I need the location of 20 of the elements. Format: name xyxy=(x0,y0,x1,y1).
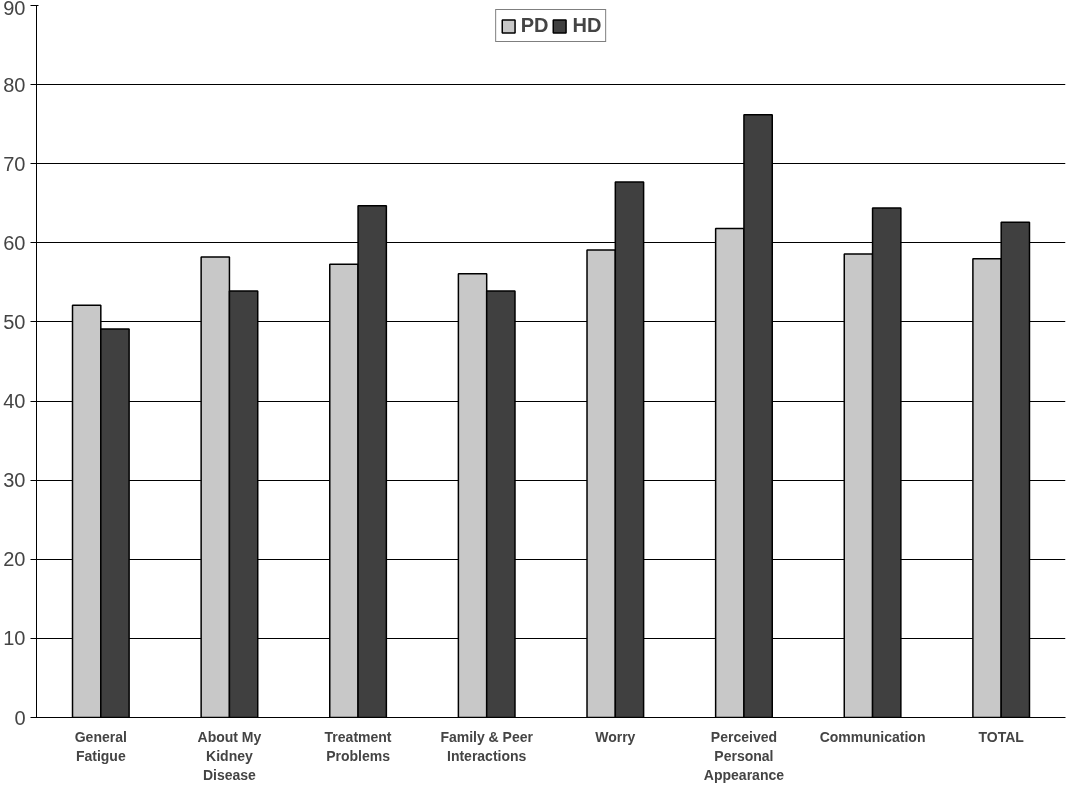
y-tick-label: 30 xyxy=(3,469,26,492)
x-tick-label: General Fatigue xyxy=(74,728,127,764)
y-tick-label: 90 xyxy=(3,0,26,19)
y-tick-label: 40 xyxy=(3,390,26,413)
x-tick-label: Worry xyxy=(595,728,636,745)
y-tick-label: 80 xyxy=(3,73,26,96)
y-tick-label: 0 xyxy=(14,706,26,729)
legend-label: HD xyxy=(572,14,602,37)
y-tick-label: 50 xyxy=(3,310,26,333)
y-tick-label: 20 xyxy=(3,548,26,571)
x-tick-label: About My Kidney Disease xyxy=(197,728,262,783)
x-tick-label: TOTAL xyxy=(978,728,1025,745)
y-tick-label: 10 xyxy=(3,627,26,650)
legend-label: PD xyxy=(520,14,549,37)
x-tick-label: Perceived Personal Appearance xyxy=(703,728,785,783)
x-tick-label: Family & Peer Interactions xyxy=(440,728,534,764)
y-tick-label: 60 xyxy=(3,231,26,254)
x-tick-label: Treatment Problems xyxy=(324,728,392,764)
x-tick-label: Communication xyxy=(819,728,926,745)
y-tick-label: 70 xyxy=(3,152,26,175)
